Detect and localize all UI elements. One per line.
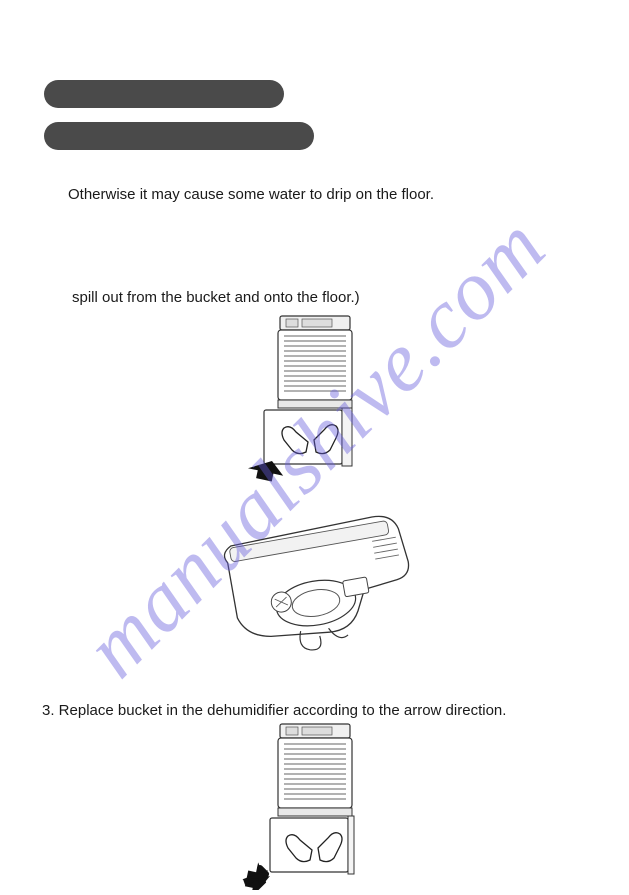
illustration-empty-bucket (202, 508, 427, 658)
illustration-replace-bucket (240, 720, 390, 890)
instruction-text-2: spill out from the bucket and onto the f… (72, 287, 360, 308)
header-bar-2 (44, 122, 314, 150)
instruction-step-3: 3. Replace bucket in the dehumidifier ac… (42, 700, 506, 721)
illustration-remove-bucket (240, 312, 390, 482)
manual-page: Otherwise it may cause some water to dri… (0, 0, 629, 893)
instruction-text-1: Otherwise it may cause some water to dri… (68, 184, 434, 205)
header-bar-1 (44, 80, 284, 108)
